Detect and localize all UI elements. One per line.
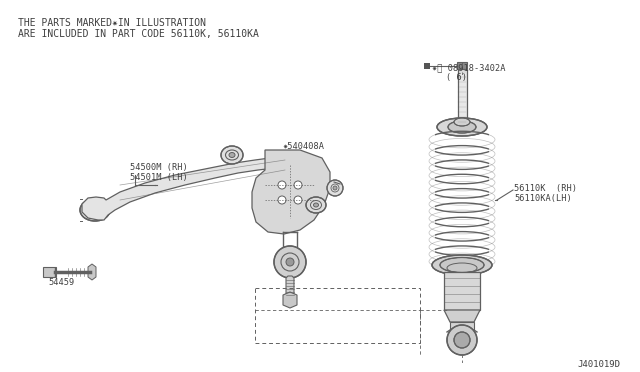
Ellipse shape — [448, 121, 476, 133]
Circle shape — [327, 180, 343, 196]
Bar — [255, 288, 420, 343]
Ellipse shape — [437, 118, 487, 136]
Text: J401019D: J401019D — [577, 360, 620, 369]
Ellipse shape — [454, 118, 470, 126]
Ellipse shape — [306, 197, 326, 213]
Text: 54500M (RH): 54500M (RH) — [130, 163, 188, 172]
Text: ARE INCLUDED IN PART CODE 56110K, 56110KA: ARE INCLUDED IN PART CODE 56110K, 56110K… — [18, 29, 259, 39]
Bar — [457, 62, 467, 69]
Polygon shape — [82, 155, 300, 220]
Ellipse shape — [314, 203, 319, 207]
Text: ✷Ⓝ 08918-3402A: ✷Ⓝ 08918-3402A — [432, 63, 506, 72]
Text: 56110K  (RH): 56110K (RH) — [514, 184, 577, 193]
Bar — [424, 63, 430, 69]
Polygon shape — [444, 310, 480, 322]
Ellipse shape — [91, 207, 99, 213]
Circle shape — [447, 325, 477, 355]
Polygon shape — [283, 292, 297, 308]
Circle shape — [278, 181, 286, 189]
Ellipse shape — [432, 255, 492, 275]
Text: 54501M (LH): 54501M (LH) — [130, 173, 188, 182]
Circle shape — [294, 196, 302, 204]
Bar — [450, 322, 474, 330]
Polygon shape — [88, 264, 96, 280]
Text: ( 6): ( 6) — [446, 73, 467, 82]
Bar — [458, 69, 467, 127]
Polygon shape — [286, 276, 294, 298]
Ellipse shape — [221, 146, 243, 164]
Circle shape — [278, 196, 286, 204]
Bar — [43, 267, 56, 277]
Circle shape — [274, 246, 306, 278]
Circle shape — [454, 332, 470, 348]
Text: 54459: 54459 — [48, 278, 74, 287]
Text: 56110KA(LH): 56110KA(LH) — [514, 194, 572, 203]
Ellipse shape — [80, 199, 110, 221]
Bar — [444, 272, 480, 310]
Text: ✷540408A: ✷540408A — [283, 142, 325, 151]
Circle shape — [294, 181, 302, 189]
Ellipse shape — [229, 153, 235, 157]
Circle shape — [333, 186, 337, 190]
Polygon shape — [252, 150, 330, 234]
Text: THE PARTS MARKED✷IN ILLUSTRATION: THE PARTS MARKED✷IN ILLUSTRATION — [18, 18, 206, 28]
Circle shape — [286, 258, 294, 266]
Ellipse shape — [440, 257, 484, 273]
